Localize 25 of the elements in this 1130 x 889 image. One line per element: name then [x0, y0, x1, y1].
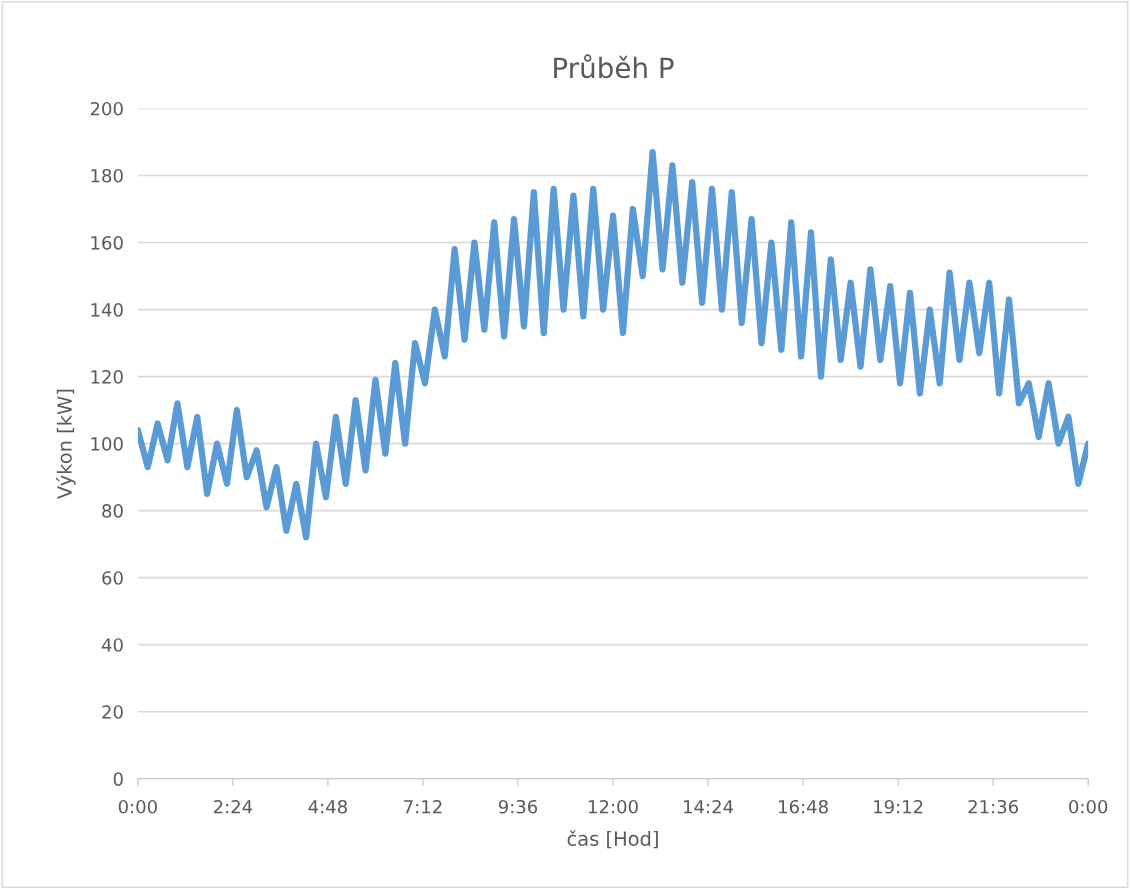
y-tick-label: 140 — [91, 303, 123, 317]
x-tick-label: 0:00 — [1069, 799, 1108, 814]
y-tick-label: 0 — [113, 772, 123, 786]
x-tick-label: 0:00 — [118, 799, 157, 814]
y-tick-label: 180 — [91, 168, 123, 183]
x-tick-label: 16:48 — [779, 799, 828, 814]
y-tick-label: 120 — [91, 370, 123, 384]
x-tick-label: 19:12 — [874, 799, 923, 814]
x-tick-label: 2:24 — [213, 799, 253, 814]
x-tick-label: 12:00 — [588, 799, 638, 814]
x-tick-label: 4:48 — [308, 799, 347, 814]
x-tick-label: 21:36 — [968, 799, 1019, 814]
y-tick-label: 40 — [101, 638, 123, 652]
y-axis-title: Výkon [kW] — [56, 389, 76, 499]
x-tick-label: 7:12 — [404, 799, 442, 814]
y-tick-label: 100 — [91, 437, 123, 451]
y-tick-label: 80 — [102, 504, 123, 518]
x-tick-label: 9:36 — [498, 799, 538, 814]
y-tick-label: 20 — [102, 705, 123, 719]
y-tick-label: 200 — [90, 101, 123, 116]
chart-title: Průběh P — [554, 54, 674, 79]
x-axis-title: čas [Hod] — [567, 830, 658, 849]
y-tick-label: 60 — [102, 571, 123, 585]
x-tick-label: 14:24 — [684, 799, 734, 814]
y-tick-label: 160 — [91, 235, 123, 250]
